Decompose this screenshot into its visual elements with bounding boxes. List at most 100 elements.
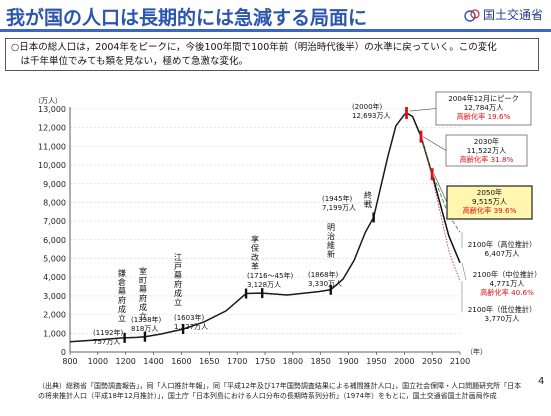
x-tick-label: 2050 (422, 357, 442, 366)
annotation-y1868: (1868年) (308, 270, 339, 279)
era-label-char: 幕 (139, 284, 147, 294)
x-tick-label: 1900 (338, 357, 358, 366)
era-label-char: 明 (327, 223, 335, 232)
x-tick-label: 1800 (283, 357, 303, 366)
era-label-char: 江 (174, 253, 182, 262)
callout-text-high: 2100年（高位推計） (468, 240, 537, 249)
x-tick-label: 1000 (88, 357, 108, 366)
header: 我が国の人口は長期的には急減する局面に 国土交通省 (0, 0, 551, 32)
x-axis-ticks: 800 1000 1200 1400 1600 1650 1700 1750 1800 1850 1… (62, 347, 487, 366)
era-label-char: 革 (251, 261, 259, 271)
y-tick-label: 8,000 (43, 198, 66, 207)
x-tick-label: 1950 (366, 357, 386, 366)
era-label-char: 立 (139, 311, 147, 321)
y-tick-label: 0 (61, 348, 66, 357)
annotation-y2000: (2000年) (352, 102, 383, 111)
chart-axes (69, 107, 460, 353)
era-label-char: 幕 (118, 286, 126, 296)
era-label-char: 鎌 (118, 268, 126, 278)
y-tick-label: 10,000 (38, 161, 66, 170)
callout-text-peak2004: 12,784万人 (464, 103, 504, 112)
callout-box-y2030 (445, 134, 528, 167)
callout-box-y2050 (446, 185, 533, 220)
era-label-edo: 江戸幕府成立 (174, 253, 182, 307)
chart-annotations: 鎌倉幕府成立室町幕府成立江戸幕府成立享保改革明治維新終戦(2000年)12,69… (93, 91, 541, 346)
x-tick-label: 2100 (450, 357, 470, 366)
ministry-logo: 国土交通省 (464, 6, 543, 23)
era-label-char: 享 (251, 234, 259, 244)
era-label-char: 改 (251, 252, 259, 262)
source-line-1: （出典）総務省「国勢調査報告」，同「人口推計年報」，同「平成12年及び17年国勢… (38, 382, 522, 390)
y-tick-label: 3,000 (43, 292, 66, 301)
y-tick-label: 11,000 (38, 142, 66, 151)
era-label-char: 治 (327, 231, 335, 241)
aging-rate-y2030: 高齢化率 31.8% (460, 155, 514, 164)
annotation-y1192: (1192年) (93, 328, 124, 337)
page-number: 4 (538, 376, 545, 387)
callout-leader (461, 262, 467, 281)
projection-marker (405, 107, 408, 120)
projection-marker (419, 130, 423, 143)
aging-rate-y2050: 高齢化率 39.6% (463, 206, 517, 215)
era-label-muromachi: 室町幕府成立 (139, 266, 147, 321)
event-marker (261, 288, 264, 299)
era-label-char: 成 (139, 302, 147, 312)
y-tick-label: 1,000 (43, 329, 66, 338)
annotation-y1338: 818万人 (131, 325, 158, 333)
annotation-y1868: 3,330万人 (308, 280, 342, 288)
y-tick-label: 7,000 (43, 217, 66, 226)
era-label-meiji: 明治維新 (327, 223, 335, 259)
callout-box-peak2004 (435, 91, 532, 126)
source-line-2: の将来推計人口（平成18年12月推計）」，国土庁「日本列島における人口分布の長期… (38, 392, 497, 400)
callout-text-peak2004: 2004年12月にピーク (448, 94, 519, 103)
era-label-char: 室 (139, 266, 147, 276)
era-label-char: 倉 (118, 277, 126, 287)
projection-high-line (420, 136, 461, 233)
era-label-char: 立 (118, 313, 126, 323)
y-tick-label: 12,000 (38, 124, 66, 133)
x-tick-label: 1650 (199, 357, 219, 366)
x-unit-label: （年） (466, 347, 487, 356)
era-label-char: 立 (174, 297, 182, 307)
header-divider (0, 29, 551, 32)
x-tick-label: 1400 (143, 357, 163, 366)
era-label-char: 成 (174, 288, 182, 298)
x-tick-label: 800 (62, 357, 77, 366)
y-tick-label: 13,000 (38, 105, 66, 114)
era-label-kamakura: 鎌倉幕府成立 (118, 268, 126, 323)
y-unit-label: （万人） (34, 97, 62, 105)
aging-rate-mid: 高齢化率 40.6% (480, 288, 534, 297)
summary-line-1: ○日本の総人口は，2004年をピークに，今後100年間で100年前（明治時代後半… (11, 42, 497, 53)
x-tick-label: 1700 (227, 357, 247, 366)
era-label-char: 府 (139, 293, 147, 303)
page-title: 我が国の人口は長期的には急減する局面に (6, 7, 368, 29)
annotation-y1945: (1945年) (322, 194, 353, 203)
callout-text-y2050: 2050年 (477, 188, 502, 197)
era-label-char: 維 (327, 240, 335, 250)
historical-series-line (69, 112, 407, 343)
y-tick-label: 4,000 (43, 273, 66, 282)
projection-marker (430, 168, 434, 181)
era-label-char: 成 (118, 304, 126, 314)
callout-text-mid: 4,771万人 (490, 279, 525, 288)
callout-text-low: 2100年（低位推計） (468, 305, 537, 314)
era-label-char: 府 (174, 279, 182, 289)
annotation-y2000: 12,693万人 (352, 112, 391, 120)
event-marker (181, 324, 185, 335)
era-label-char: 戦 (364, 199, 372, 209)
event-marker (123, 332, 126, 343)
era-label-char: 新 (327, 249, 335, 259)
x-tick-label: 1850 (311, 357, 331, 366)
event-marker (143, 331, 147, 342)
aging-rate-peak2004: 高齢化率 19.6% (457, 112, 511, 121)
callout-leader (422, 136, 447, 151)
ministry-emblem-icon (464, 8, 480, 22)
callout-text-y2030: 11,522万人 (467, 146, 507, 155)
era-label-char: 終 (364, 190, 372, 200)
era-label-char: 保 (251, 243, 259, 253)
x-tick-label: 2000 (394, 357, 414, 366)
x-tick-label: 1750 (255, 357, 275, 366)
annotation-y1192: 757万人 (93, 338, 120, 346)
x-tick-label: 1200 (116, 357, 136, 366)
callout-text-y2050: 9,515万人 (472, 197, 507, 206)
